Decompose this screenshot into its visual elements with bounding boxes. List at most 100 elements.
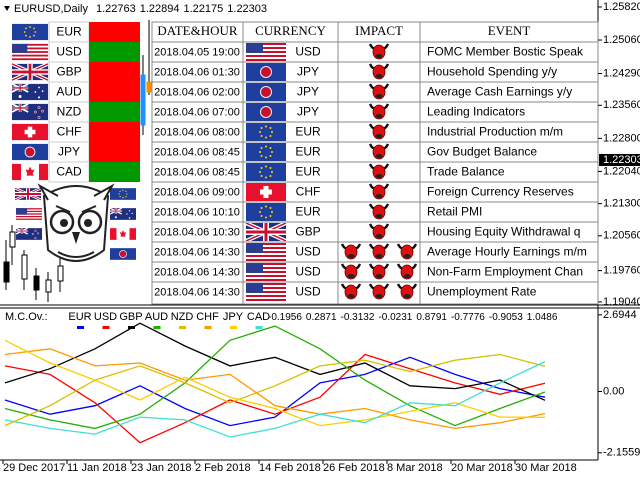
- price-label: 1.23560: [603, 99, 640, 111]
- currency: USD: [295, 245, 321, 259]
- event: Gov Budget Balance: [427, 145, 537, 159]
- snout: [375, 294, 383, 298]
- date-hour: 2018.04.06 02:00: [154, 86, 240, 98]
- price: 1.22894: [140, 3, 180, 15]
- flag: [12, 83, 48, 101]
- legend-swatch: [255, 326, 263, 329]
- flag: [246, 263, 286, 281]
- last-value: -0.7776: [451, 312, 485, 323]
- impact-icon: [396, 243, 418, 260]
- impact-icon: [396, 283, 418, 300]
- event-column: FOMC Member Bostic Speak Household Spendi…: [427, 45, 587, 299]
- legend-name: JPY: [223, 311, 244, 323]
- flag: [12, 143, 48, 161]
- last-value: -0.0231: [378, 312, 412, 323]
- event: Industrial Production m/m: [427, 125, 563, 139]
- indicator-line: [4, 353, 546, 444]
- currency: EUR: [295, 125, 321, 139]
- currency: EUR: [295, 205, 321, 219]
- flag: [12, 23, 48, 41]
- date-hour: 2018.04.06 01:30: [154, 66, 240, 78]
- price-label: 1.21300: [603, 198, 640, 210]
- currency-code: JPY: [58, 145, 80, 159]
- flag: [12, 123, 48, 141]
- date-label: 8 Mar 2018: [387, 462, 443, 474]
- chart-header: EURUSD,Daily 1.22763 1.22894 1.22175 1.22303: [14, 3, 267, 15]
- date-hour: 2018.04.06 09:00: [154, 186, 240, 198]
- event: Household Spending y/y: [427, 65, 557, 79]
- event: Average Cash Earnings y/y: [427, 85, 572, 99]
- date-label: 29 Dec 2017: [3, 462, 65, 474]
- impact-icon: [368, 103, 390, 120]
- legend-name: NZD: [171, 311, 194, 323]
- date-label: 23 Jan 2018: [131, 462, 192, 474]
- indicator-line: [4, 348, 546, 430]
- snout: [375, 74, 383, 78]
- currency: CHF: [296, 185, 321, 199]
- price: 1.22763: [96, 3, 136, 15]
- date-hour: 2018.04.06 10:10: [154, 206, 240, 218]
- flag: [15, 188, 41, 200]
- indicator-tick: 2.6944: [603, 309, 637, 321]
- impact-icon: [368, 283, 390, 300]
- flag: [110, 228, 136, 240]
- legend-swatch: [230, 326, 237, 329]
- strength-block: [89, 162, 140, 182]
- snout: [403, 254, 411, 258]
- price-label: 1.25820: [603, 1, 640, 13]
- legend-swatch: [179, 326, 186, 329]
- impact-icon: [368, 63, 390, 80]
- strength-block: [89, 82, 140, 102]
- price-label: 1.19040: [603, 296, 640, 308]
- snout: [375, 174, 383, 178]
- snout: [375, 274, 383, 278]
- currency: JPY: [297, 105, 319, 119]
- flag: [246, 43, 286, 61]
- last-value: -0.9053: [489, 312, 523, 323]
- event: Non-Farm Employment Chan: [427, 265, 583, 279]
- flag: [246, 283, 286, 301]
- snout: [347, 274, 355, 278]
- legend-name: GBP: [119, 311, 142, 323]
- column-header: EVENT: [488, 23, 531, 38]
- strength-block: [89, 122, 140, 142]
- date-hour: 2018.04.06 08:00: [154, 126, 240, 138]
- currency: JPY: [297, 65, 319, 79]
- legend-swatch: [204, 326, 212, 329]
- price-label: 1.22800: [603, 132, 640, 144]
- flag: [110, 188, 136, 200]
- flag: [246, 223, 286, 241]
- date-hour: 2018.04.06 14:30: [154, 246, 240, 258]
- last-value: 1.0486: [527, 312, 558, 323]
- strength-block: [89, 62, 140, 82]
- strength-block: [89, 22, 140, 42]
- legend-name: AUD: [145, 311, 168, 323]
- snout: [375, 114, 383, 118]
- impact-icon: [368, 143, 390, 160]
- currency-code: GBP: [56, 65, 81, 79]
- currency-code: NZD: [57, 105, 82, 119]
- flag: [246, 123, 286, 141]
- current-price: 1.22303: [603, 154, 640, 166]
- price-label: 1.19760: [603, 265, 640, 277]
- event: Foreign Currency Reserves: [427, 185, 574, 199]
- currency-code: CAD: [56, 165, 82, 179]
- legend-name: CHF: [196, 311, 219, 323]
- date-label: 26 Feb 2018: [323, 462, 385, 474]
- date-hour: 2018.04.06 08:45: [154, 146, 240, 158]
- indicator-tick: 0.00: [603, 385, 624, 397]
- indicator-line: [4, 356, 546, 427]
- event: Housing Equity Withdrawal q: [427, 225, 580, 239]
- event: Retail PMI: [427, 205, 482, 219]
- price-label: 1.22040: [603, 165, 640, 177]
- snout: [347, 294, 355, 298]
- impact-icon: [340, 263, 362, 280]
- date-hour: 2018.04.05 19:00: [154, 46, 240, 58]
- symbol: EURUSD,Daily: [14, 3, 88, 15]
- indicator-title: M.C.Ov.:: [5, 311, 48, 323]
- event: Trade Balance: [427, 165, 505, 179]
- currency: USD: [295, 45, 321, 59]
- legend-name: EUR: [68, 311, 91, 323]
- currency-code: USD: [56, 45, 82, 59]
- currency: USD: [295, 285, 321, 299]
